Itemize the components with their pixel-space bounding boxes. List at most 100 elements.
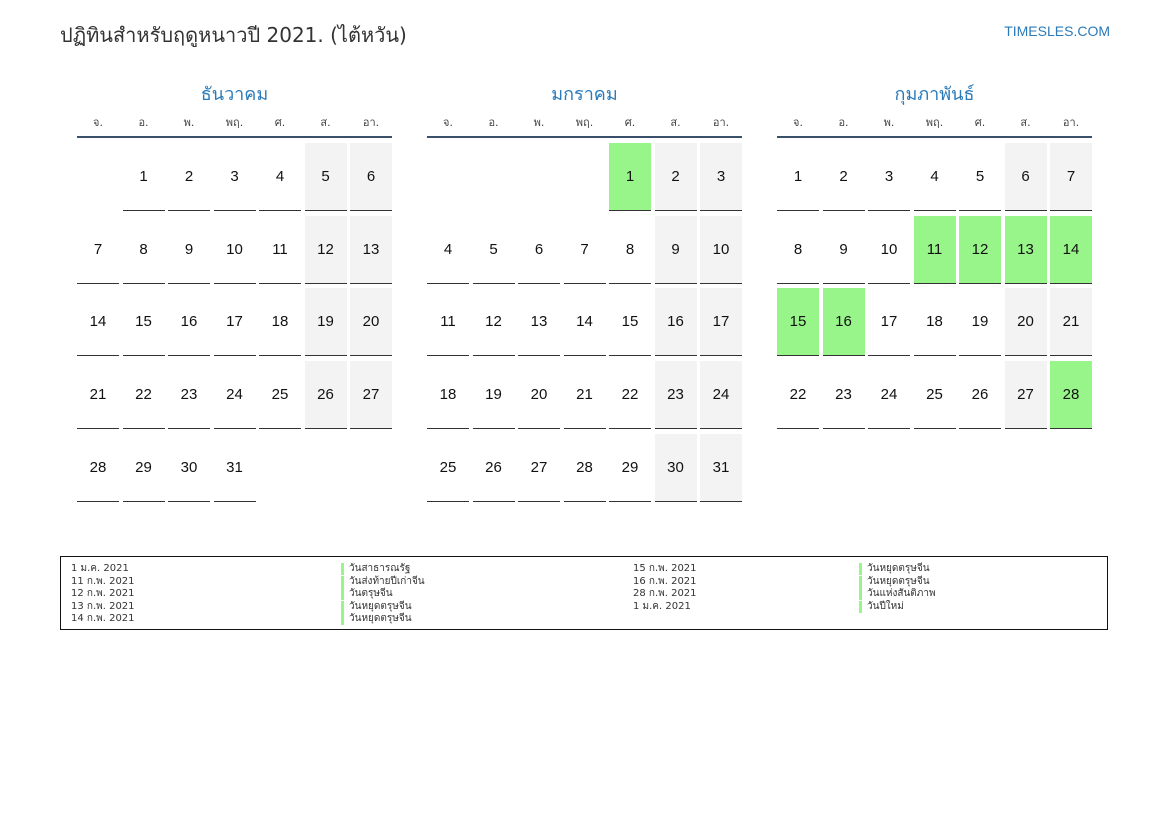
day-cell[interactable]: 5 [959, 143, 1001, 211]
weekday-label: อ. [488, 116, 499, 129]
day-cell[interactable]: 8 [777, 216, 819, 284]
day-cell[interactable]: 3 [868, 143, 910, 211]
day-cell[interactable]: 15 [609, 288, 651, 357]
day-cell[interactable]: 13 [350, 215, 392, 284]
holiday-day-cell[interactable]: 16 [822, 288, 865, 357]
day-cell[interactable]: 25 [913, 361, 956, 430]
day-cell[interactable]: 24 [700, 361, 742, 430]
day-cell[interactable]: 14 [563, 288, 606, 357]
day-cell[interactable]: 20 [350, 288, 392, 357]
day-cell[interactable]: 2 [654, 143, 697, 211]
day-cell[interactable]: 21 [77, 361, 119, 430]
site-link[interactable]: TIMESLES.COM [1004, 23, 1110, 39]
day-cell[interactable]: 20 [1004, 288, 1047, 357]
day-cell[interactable]: 29 [122, 434, 165, 502]
day-cell[interactable]: 23 [168, 361, 210, 430]
day-cell[interactable]: 4 [427, 216, 469, 284]
day-cell[interactable]: 3 [700, 143, 742, 211]
day-cell[interactable]: 19 [304, 288, 347, 357]
day-cell[interactable]: 9 [654, 215, 697, 284]
day-cell[interactable]: 16 [168, 288, 210, 357]
weekday-label: พ. [183, 116, 195, 129]
holiday-day-cell[interactable]: 1 [609, 143, 651, 211]
day-cell[interactable]: 25 [259, 361, 301, 430]
day-cell[interactable]: 2 [168, 143, 210, 211]
day-cell[interactable]: 6 [350, 143, 392, 211]
day-cell[interactable]: 9 [168, 216, 210, 284]
day-cell[interactable]: 22 [609, 361, 651, 430]
day-cell[interactable]: 11 [259, 216, 301, 284]
holiday-day-cell[interactable]: 14 [1050, 215, 1092, 284]
day-cell[interactable]: 18 [427, 361, 469, 430]
day-cell[interactable]: 16 [654, 288, 697, 357]
day-cell[interactable]: 14 [77, 288, 119, 357]
weekday-label: จ. [443, 116, 453, 129]
day-cell[interactable]: 29 [609, 434, 651, 502]
day-cell[interactable]: 19 [472, 361, 515, 430]
day-cell[interactable]: 6 [518, 216, 560, 284]
day-cell[interactable]: 6 [1004, 143, 1047, 211]
day-cell[interactable]: 28 [77, 434, 119, 502]
day-cell[interactable]: 28 [563, 434, 606, 502]
weekday-label: ศ. [974, 116, 986, 129]
day-cell[interactable]: 19 [959, 288, 1001, 357]
day-cell[interactable]: 21 [563, 361, 606, 430]
day-cell[interactable]: 12 [472, 288, 515, 357]
day-cell[interactable]: 22 [122, 361, 165, 430]
day-cell[interactable]: 20 [518, 361, 560, 430]
day-cell[interactable]: 3 [213, 143, 256, 211]
day-cell[interactable]: 5 [304, 143, 347, 211]
day-cell[interactable]: 1 [777, 143, 819, 211]
day-cell[interactable]: 1 [122, 143, 165, 211]
day-cell[interactable]: 30 [654, 433, 697, 502]
day-cell[interactable]: 10 [868, 216, 910, 284]
day-cell[interactable]: 17 [213, 288, 256, 357]
day-cell[interactable]: 8 [609, 216, 651, 284]
day-cell[interactable]: 26 [472, 434, 515, 502]
holiday-day-cell[interactable]: 13 [1004, 215, 1047, 284]
holiday-day-cell[interactable]: 11 [913, 215, 956, 284]
day-cell[interactable]: 13 [518, 288, 560, 357]
day-cell[interactable]: 9 [822, 216, 865, 284]
day-cell[interactable]: 26 [959, 361, 1001, 430]
holiday-day-cell[interactable]: 12 [959, 215, 1001, 284]
day-cell[interactable]: 27 [1004, 361, 1047, 430]
weekday-label: ส. [670, 116, 681, 129]
day-cell[interactable]: 11 [427, 288, 469, 357]
day-cell[interactable]: 7 [1050, 143, 1092, 211]
day-cell[interactable]: 23 [654, 361, 697, 430]
day-cell[interactable]: 22 [777, 361, 819, 430]
holiday-day-cell[interactable]: 15 [777, 288, 819, 357]
holiday-legend: 1 ม.ค. 2021 วันสาธารณรัฐ 11 ก.พ. 2021 วันส่… [60, 556, 1108, 630]
day-cell[interactable]: 8 [122, 216, 165, 284]
day-cell[interactable]: 10 [700, 215, 742, 284]
day-cell[interactable]: 15 [122, 288, 165, 357]
day-cell[interactable]: 23 [822, 361, 865, 430]
day-cell[interactable]: 7 [563, 216, 606, 284]
day-cell[interactable]: 4 [913, 143, 956, 211]
day-cell[interactable]: 10 [213, 216, 256, 284]
day-cell[interactable]: 7 [77, 216, 119, 284]
day-cell[interactable]: 5 [472, 216, 515, 284]
day-cell[interactable]: 4 [259, 143, 301, 211]
day-cell[interactable]: 30 [168, 434, 210, 502]
day-cell[interactable]: 24 [213, 361, 256, 430]
day-cell[interactable]: 26 [304, 361, 347, 430]
day-cell[interactable]: 25 [427, 434, 469, 502]
day-cell[interactable]: 21 [1050, 288, 1092, 357]
day-cell[interactable]: 31 [700, 433, 742, 502]
day-cell[interactable]: 18 [259, 288, 301, 357]
day-cell[interactable]: 27 [350, 361, 392, 430]
legend-date: 1 ม.ค. 2021 [633, 600, 691, 612]
weekday-label: ส. [1020, 116, 1031, 129]
day-cell[interactable]: 31 [213, 434, 256, 502]
day-cell[interactable]: 2 [822, 143, 865, 211]
day-cell[interactable]: 18 [913, 288, 956, 357]
day-cell[interactable]: 17 [868, 288, 910, 357]
legend-date: 11 ก.พ. 2021 [71, 575, 135, 587]
day-cell[interactable]: 24 [868, 361, 910, 430]
day-cell[interactable]: 12 [304, 215, 347, 284]
day-cell[interactable]: 17 [700, 288, 742, 357]
day-cell[interactable]: 27 [518, 434, 560, 502]
holiday-day-cell[interactable]: 28 [1050, 361, 1092, 430]
